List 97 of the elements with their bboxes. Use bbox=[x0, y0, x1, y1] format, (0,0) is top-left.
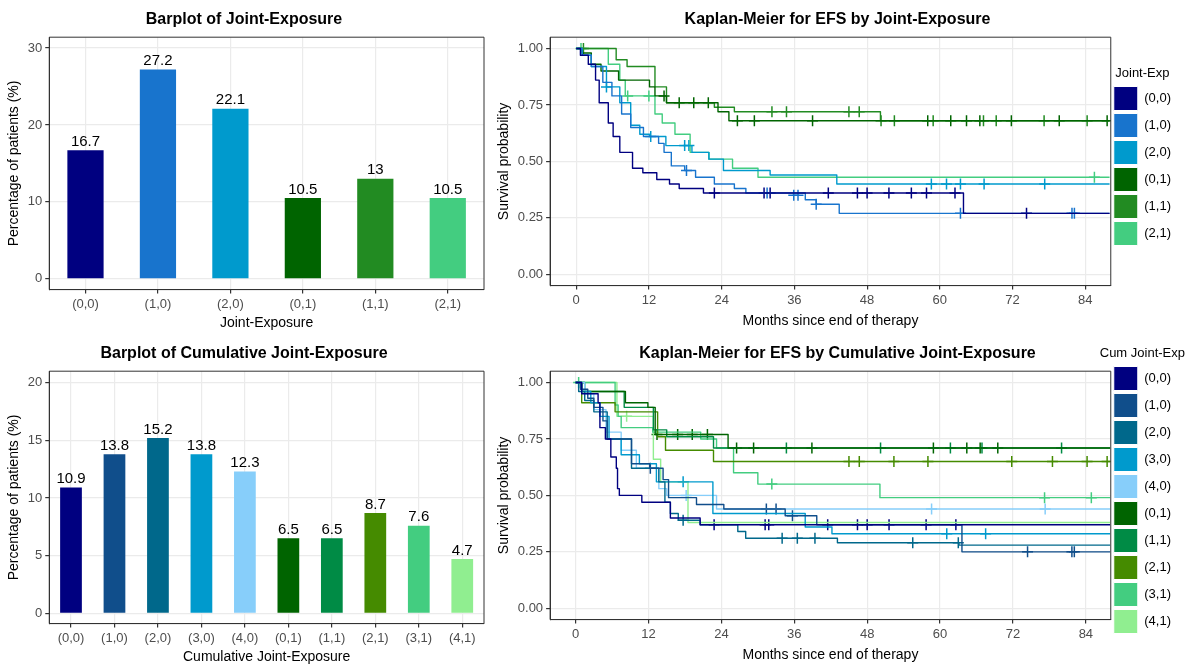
x-tick-label: 48 bbox=[859, 625, 875, 641]
y-tick-label: 0 bbox=[35, 604, 43, 620]
x-tick-label: 60 bbox=[932, 625, 948, 641]
data-label: 8.7 bbox=[364, 494, 386, 512]
legend-label: (1,1) bbox=[1144, 532, 1171, 548]
y-tick-label: 0.25 bbox=[517, 209, 544, 225]
y-tick-label: 0 bbox=[35, 270, 43, 286]
x-tick-label: (2,0) bbox=[144, 629, 172, 645]
x-tick-label: (0,1) bbox=[275, 629, 302, 645]
x-tick-label: (2,1) bbox=[361, 629, 389, 645]
x-tick-label: 84 bbox=[1078, 291, 1093, 307]
x-tick-label: 72 bbox=[1005, 625, 1021, 641]
x-tick-label: 0 bbox=[572, 291, 580, 307]
x-tick-label: (0,0) bbox=[57, 629, 85, 645]
legend-label: (4,1) bbox=[1144, 613, 1171, 629]
legend-label: (2,1) bbox=[1144, 559, 1171, 575]
legend-title: Cum Joint-Exp bbox=[1099, 344, 1185, 360]
data-label: 13.8 bbox=[99, 435, 130, 453]
x-tick-label: 12 bbox=[641, 291, 657, 307]
data-label: 6.5 bbox=[277, 519, 299, 537]
x-tick-label: 36 bbox=[787, 625, 802, 641]
chart-title: Kaplan-Meier for EFS by Cumulative Joint-Exposure bbox=[639, 344, 1036, 362]
data-label: 16.7 bbox=[70, 131, 101, 149]
data-label: 10.9 bbox=[56, 469, 86, 487]
chart-title: Barplot of Joint-Exposure bbox=[145, 10, 343, 28]
x-tick-label: 24 bbox=[714, 625, 729, 641]
legend-label: (2,1) bbox=[1144, 225, 1171, 241]
x-tick-label: 84 bbox=[1078, 625, 1094, 641]
legend-label: (3,0) bbox=[1144, 451, 1171, 467]
legend-label: (0,0) bbox=[1144, 370, 1171, 386]
y-axis-title: Survival probability bbox=[495, 436, 512, 555]
legend-label: (0,0) bbox=[1144, 90, 1171, 106]
y-tick-label: 0.50 bbox=[517, 486, 544, 502]
x-tick-label: (1,1) bbox=[318, 629, 346, 645]
y-tick-label: 5 bbox=[35, 547, 43, 563]
y-axis-title: Survival probability bbox=[495, 102, 512, 221]
x-tick-label: (1,0) bbox=[101, 629, 128, 645]
data-label: 13 bbox=[366, 160, 384, 178]
y-tick-label: 1.00 bbox=[517, 374, 544, 390]
y-tick-label: 0.00 bbox=[517, 599, 544, 615]
y-tick-label: 20 bbox=[27, 116, 43, 132]
data-label: 12.3 bbox=[230, 453, 260, 471]
x-tick-label: (0,1) bbox=[289, 295, 317, 311]
legend-label: (2,0) bbox=[1144, 424, 1171, 440]
x-tick-label: (3,0) bbox=[188, 629, 215, 645]
y-tick-label: 15 bbox=[27, 431, 43, 447]
data-label: 4.7 bbox=[451, 540, 473, 558]
x-tick-label: (1,1) bbox=[361, 295, 389, 311]
x-tick-label: (0,0) bbox=[72, 295, 99, 311]
data-label: 22.1 bbox=[215, 90, 245, 108]
x-tick-label: 24 bbox=[714, 291, 729, 307]
legend-label: (0,1) bbox=[1144, 505, 1171, 521]
data-label: 27.2 bbox=[143, 51, 173, 69]
x-tick-label: 36 bbox=[787, 291, 802, 307]
data-label: 6.5 bbox=[321, 519, 343, 537]
x-tick-label: (2,1) bbox=[434, 295, 462, 311]
y-tick-label: 0.50 bbox=[517, 152, 544, 168]
data-label: 13.8 bbox=[186, 435, 217, 453]
legend-label: (1,0) bbox=[1144, 117, 1171, 133]
data-label: 7.6 bbox=[408, 507, 430, 525]
data-label: 10.5 bbox=[433, 179, 463, 197]
x-tick-label: 60 bbox=[932, 291, 948, 307]
legend-label: (1,0) bbox=[1144, 397, 1171, 413]
y-tick-label: 0.25 bbox=[517, 543, 544, 559]
y-tick-label: 30 bbox=[27, 39, 43, 55]
x-axis-title: Cumulative Joint-Exposure bbox=[182, 648, 351, 665]
x-axis-title: Months since end of therapy bbox=[742, 646, 919, 663]
y-tick-label: 0.75 bbox=[517, 96, 544, 112]
y-tick-label: 1.00 bbox=[517, 40, 544, 56]
x-tick-label: 72 bbox=[1005, 291, 1020, 307]
x-axis-title: Joint-Exposure bbox=[219, 314, 314, 331]
legend-label: (2,0) bbox=[1144, 144, 1171, 160]
legend-label: (3,1) bbox=[1144, 586, 1171, 602]
chart-title: Kaplan-Meier for EFS by Joint-Exposure bbox=[684, 10, 991, 28]
data-label: 10.5 bbox=[288, 179, 318, 197]
chart-title: Barplot of Cumulative Joint-Exposure bbox=[100, 344, 388, 362]
y-axis-title: Percentage of patients (%) bbox=[5, 414, 22, 581]
x-tick-label: 0 bbox=[572, 625, 580, 641]
y-tick-label: 0.00 bbox=[517, 265, 544, 281]
y-tick-label: 0.75 bbox=[517, 430, 544, 446]
x-tick-label: (2,0) bbox=[217, 295, 244, 311]
y-tick-label: 10 bbox=[27, 193, 43, 209]
y-tick-label: 20 bbox=[27, 374, 43, 390]
x-tick-label: (3,1) bbox=[405, 629, 433, 645]
y-axis-title: Percentage of patients (%) bbox=[5, 80, 22, 247]
x-tick-label: (4,0) bbox=[231, 629, 259, 645]
x-tick-label: 12 bbox=[641, 625, 656, 641]
legend-label: (4,0) bbox=[1144, 478, 1171, 494]
legend-label: (0,1) bbox=[1144, 171, 1171, 187]
data-label: 15.2 bbox=[143, 419, 173, 437]
legend-label: (1,1) bbox=[1144, 198, 1171, 214]
x-tick-label: (4,1) bbox=[448, 629, 476, 645]
x-axis-title: Months since end of therapy bbox=[742, 312, 919, 329]
x-tick-label: (1,0) bbox=[144, 295, 172, 311]
legend-title: Joint-Exp bbox=[1115, 64, 1170, 80]
x-tick-label: 48 bbox=[859, 291, 875, 307]
y-tick-label: 10 bbox=[27, 489, 43, 505]
